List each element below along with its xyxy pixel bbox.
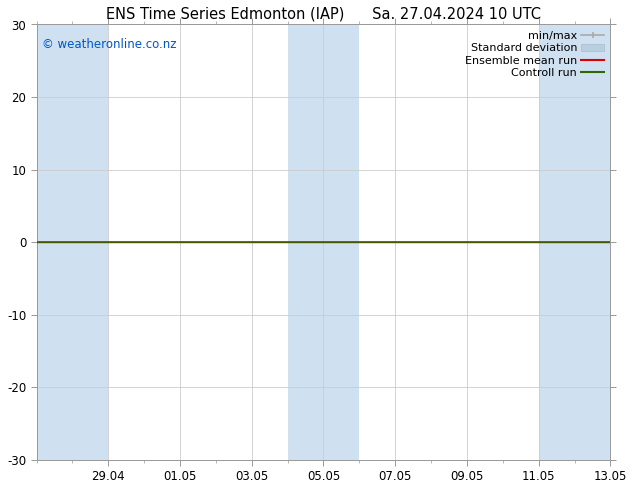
Bar	[539, 24, 611, 460]
Title: ENS Time Series Edmonton (IAP)      Sa. 27.04.2024 10 UTC: ENS Time Series Edmonton (IAP) Sa. 27.04…	[106, 7, 541, 22]
Legend: min/max, Standard deviation, Ensemble mean run, Controll run: min/max, Standard deviation, Ensemble me…	[462, 28, 607, 81]
Bar	[37, 24, 108, 460]
Bar	[288, 24, 359, 460]
Text: © weatheronline.co.nz: © weatheronline.co.nz	[42, 38, 177, 50]
